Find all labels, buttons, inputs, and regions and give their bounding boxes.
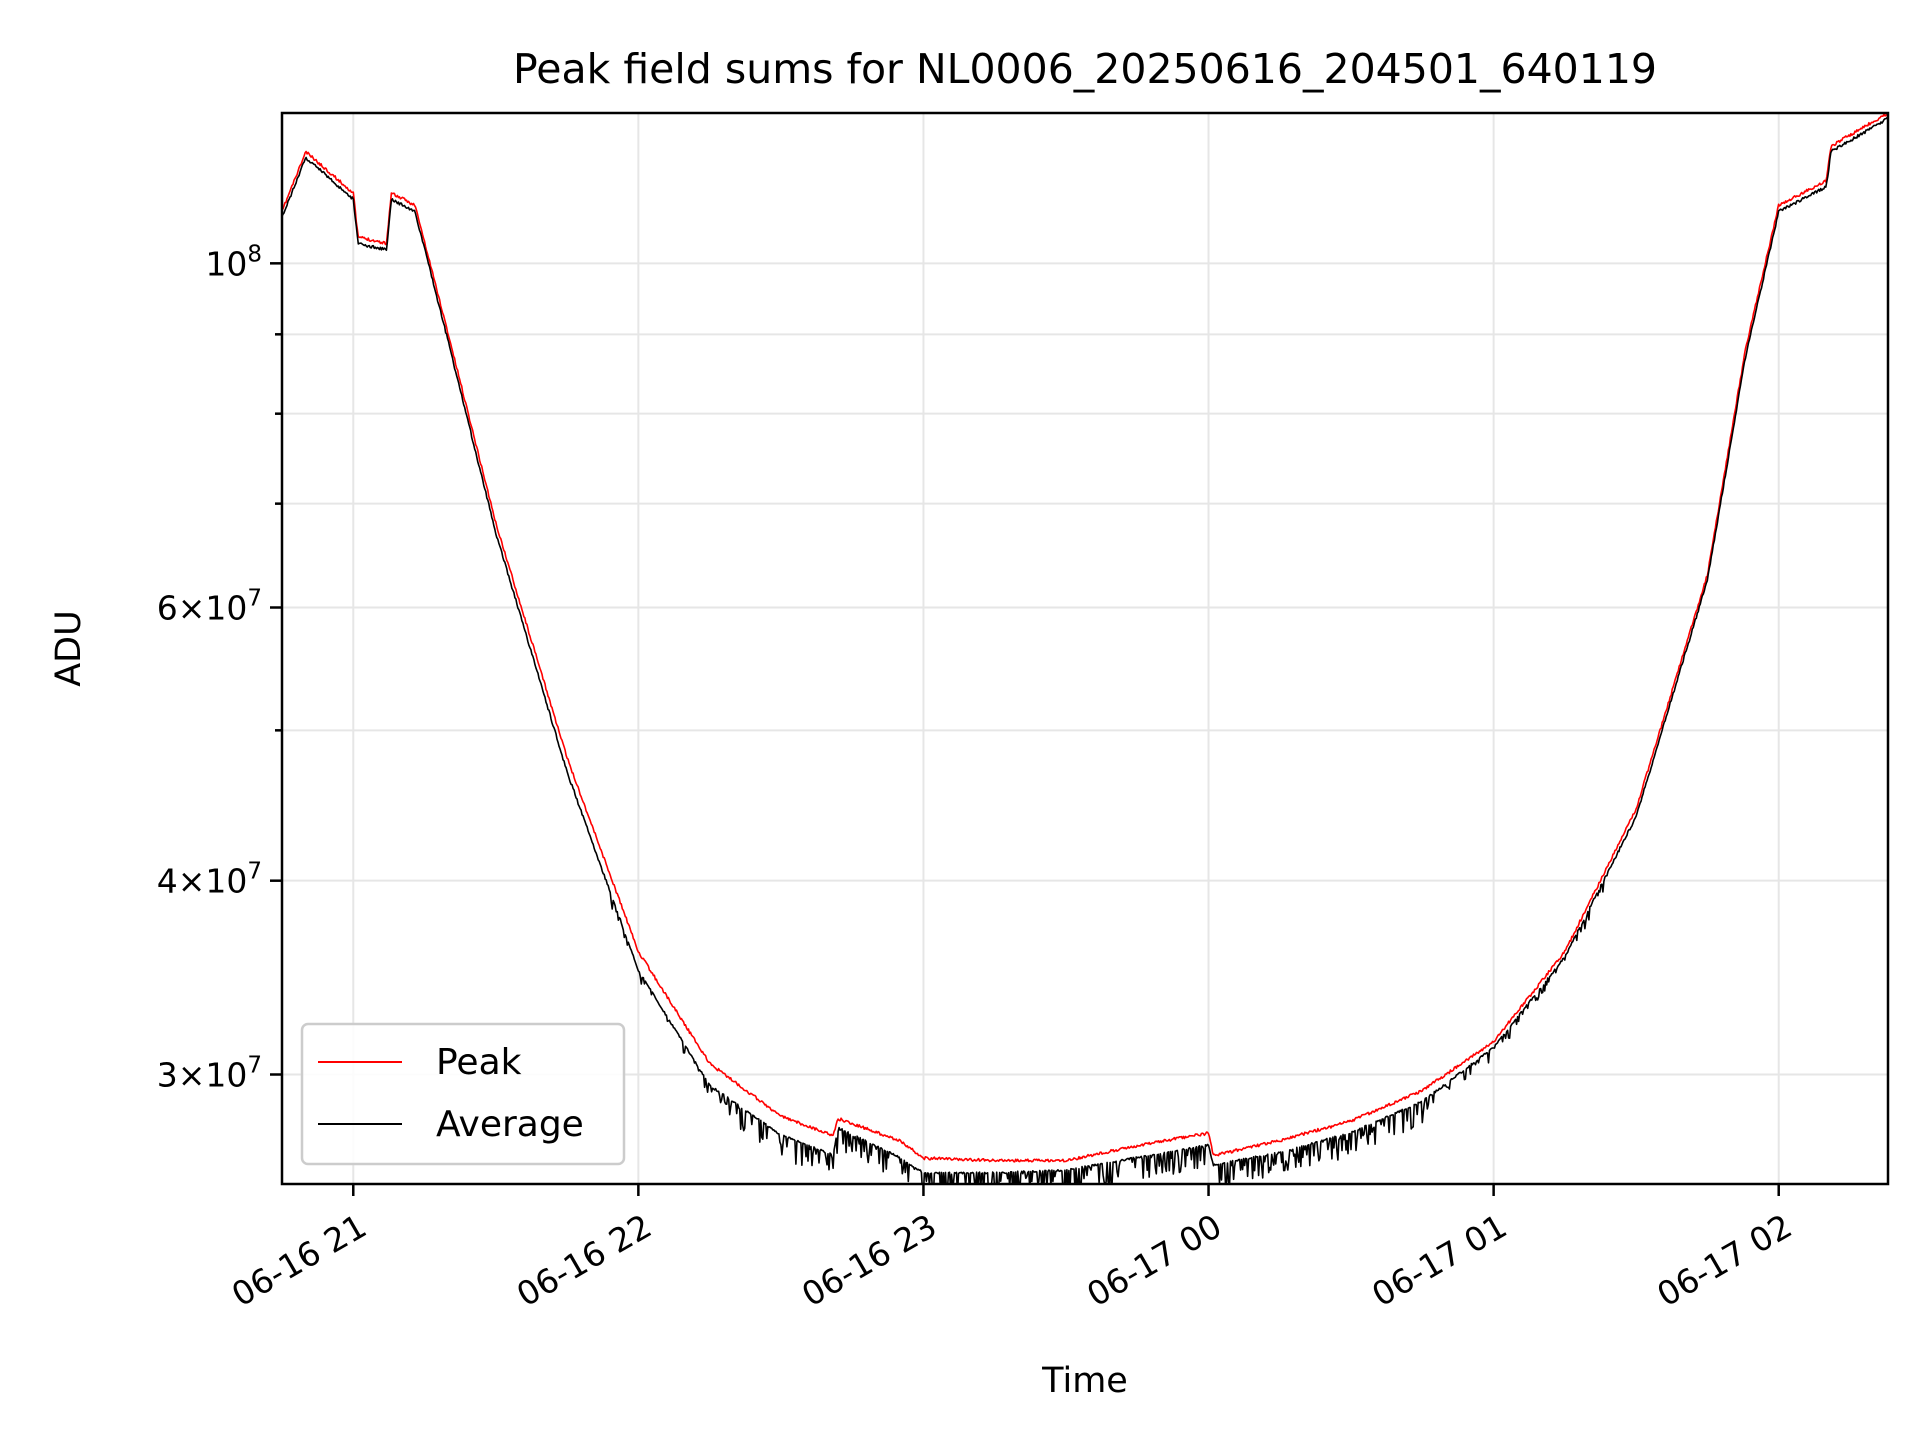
chart-title: Peak field sums for NL0006_20250616_2045… <box>513 45 1657 93</box>
y-tick-label: 108 <box>205 241 262 283</box>
legend: Peak Average <box>300 1022 626 1166</box>
x-tick-label: 06-16 22 <box>510 1206 658 1314</box>
axes-frame <box>280 111 1890 1186</box>
y-tick-label: 3×107 <box>157 1053 262 1095</box>
grid <box>282 113 1888 1184</box>
legend-box <box>300 1022 626 1166</box>
plot-area <box>282 113 1888 1184</box>
y-tick-label: 4×107 <box>157 859 262 901</box>
legend-label-average: Average <box>436 1104 584 1145</box>
series-group <box>282 113 1888 1184</box>
y-tick-label: 6×107 <box>157 586 262 628</box>
x-tick-label: 06-17 01 <box>1365 1206 1513 1314</box>
series-line-peak <box>282 113 1888 1163</box>
legend-label-peak: Peak <box>436 1042 522 1083</box>
y-axis-title: ADU <box>49 610 89 687</box>
y-axis-ticks: 108 6×107 4×107 3×107 <box>157 241 282 1095</box>
x-axis-ticks: 06-16 21 06-16 22 06-16 23 06-17 00 06-17 01… <box>225 1184 1798 1314</box>
series-line-average <box>282 116 1888 1184</box>
x-tick-label: 06-17 00 <box>1080 1206 1228 1314</box>
x-tick-label: 06-16 21 <box>225 1206 373 1314</box>
x-axis-title: Time <box>1041 1361 1128 1401</box>
x-tick-label: 06-16 23 <box>795 1206 943 1314</box>
x-tick-label: 06-17 02 <box>1650 1206 1798 1314</box>
